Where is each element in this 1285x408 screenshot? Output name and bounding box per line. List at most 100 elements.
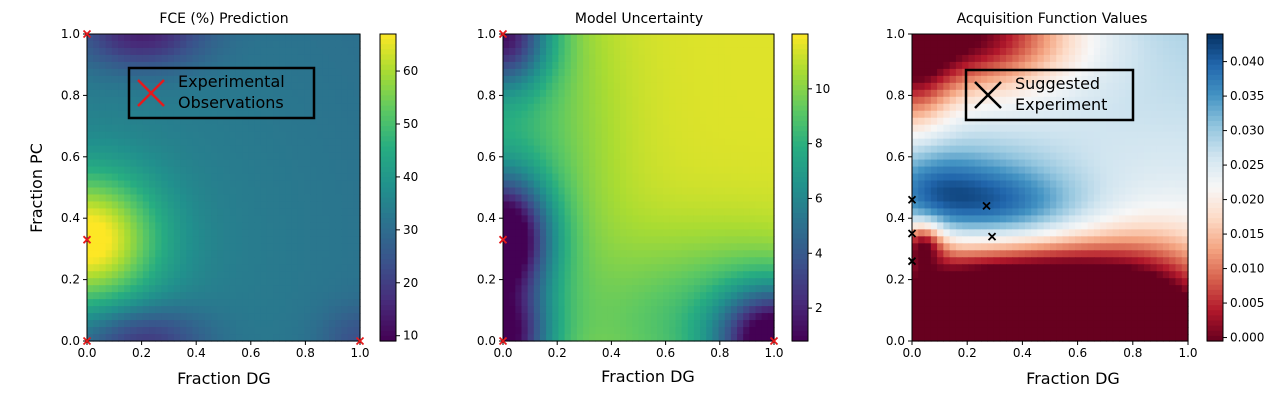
heatmap-cell: [322, 187, 330, 196]
heatmap-cell: [167, 243, 175, 251]
heatmap-cell: [118, 229, 125, 237]
colorbar-segment: [380, 187, 396, 194]
y-tick-label: 0.8: [477, 88, 496, 102]
heatmap-cell: [644, 201, 652, 210]
heatmap-cell: [706, 96, 714, 105]
heatmap-cell: [912, 47, 919, 56]
heatmap-cell: [712, 173, 720, 182]
heatmap-cell: [291, 110, 299, 119]
heatmap-cell: [987, 131, 995, 140]
heatmap-cell: [1068, 145, 1076, 154]
heatmap-cell: [266, 236, 274, 244]
heatmap-cell: [186, 68, 194, 77]
heatmap-cell: [761, 166, 769, 175]
heatmap-cell: [242, 243, 249, 251]
heatmap-cell: [981, 54, 988, 63]
heatmap-cell: [124, 131, 132, 140]
heatmap-cell: [161, 278, 169, 286]
heatmap-cell: [644, 334, 652, 342]
heatmap-cell: [1162, 68, 1170, 77]
heatmap-cell: [304, 194, 311, 203]
heatmap-cell: [1087, 110, 1095, 119]
heatmap-cell: [266, 306, 274, 314]
heatmap-cell: [1068, 89, 1076, 98]
heatmap-cell: [968, 173, 976, 182]
heatmap-cell: [1012, 40, 1020, 49]
heatmap-cell: [930, 124, 938, 133]
heatmap-cell: [930, 138, 938, 147]
heatmap-cell: [558, 180, 566, 189]
heatmap-cell: [167, 138, 175, 147]
heatmap-cell: [1037, 34, 1045, 42]
heatmap-cell: [93, 313, 100, 321]
heatmap-cell: [254, 47, 262, 56]
heatmap-cell: [328, 96, 336, 105]
heatmap-cell: [595, 313, 603, 321]
heatmap-cell: [724, 40, 732, 49]
heatmap-cell: [1181, 145, 1189, 154]
heatmap-cell: [1056, 82, 1064, 91]
heatmap-cell: [638, 124, 646, 133]
heatmap-cell: [217, 124, 225, 133]
heatmap-cell: [583, 327, 590, 335]
heatmap-cell: [974, 110, 982, 119]
heatmap-cell: [1131, 54, 1139, 63]
heatmap-cell: [161, 166, 169, 175]
heatmap-cell: [503, 166, 510, 175]
heatmap-cell: [1056, 110, 1064, 119]
heatmap-cell: [743, 138, 750, 147]
heatmap-cell: [310, 215, 318, 223]
heatmap-cell: [124, 264, 132, 272]
heatmap-cell: [204, 215, 212, 223]
heatmap-cell: [521, 54, 529, 63]
heatmap-cell: [161, 68, 169, 77]
heatmap-cell: [304, 159, 311, 168]
heatmap-cell: [1169, 110, 1177, 119]
heatmap-cell: [111, 334, 119, 342]
heatmap-cell: [223, 320, 231, 328]
heatmap-cell: [724, 334, 732, 342]
heatmap-cell: [136, 159, 144, 168]
heatmap-cell: [161, 215, 169, 223]
heatmap-cell: [211, 47, 218, 56]
heatmap-cell: [142, 215, 150, 223]
heatmap-cell: [644, 103, 652, 112]
heatmap-cell: [99, 278, 107, 286]
heatmap-cell: [341, 292, 349, 300]
heatmap-cell: [260, 243, 268, 251]
heatmap-cell: [217, 243, 225, 251]
heatmap-cell: [576, 40, 584, 49]
heatmap-cell: [279, 264, 287, 272]
heatmap-cell: [347, 138, 355, 147]
heatmap-cell: [99, 103, 107, 112]
heatmap-cell: [700, 82, 707, 91]
heatmap-cell: [1119, 40, 1126, 49]
heatmap-cell: [93, 264, 100, 272]
heatmap-cell: [242, 124, 249, 133]
heatmap-cell: [761, 89, 769, 98]
heatmap-cell: [924, 61, 932, 70]
heatmap-cell: [1093, 47, 1101, 56]
heatmap-cell: [328, 320, 336, 328]
heatmap-cell: [353, 82, 361, 91]
heatmap-cell: [130, 229, 138, 237]
heatmap-cell: [124, 40, 132, 49]
heatmap-cell: [503, 299, 510, 307]
heatmap-cell: [613, 82, 621, 91]
heatmap-cell: [589, 187, 596, 196]
heatmap-cell: [229, 61, 237, 70]
heatmap-cell: [1106, 34, 1114, 42]
heatmap-cell: [626, 299, 633, 307]
heatmap-cell: [310, 327, 318, 335]
heatmap-cell: [1169, 40, 1177, 49]
heatmap-cell: [105, 82, 113, 91]
heatmap-cell: [149, 222, 156, 230]
heatmap-cell: [724, 54, 732, 63]
heatmap-cell: [509, 243, 516, 251]
heatmap-cell: [613, 299, 621, 307]
heatmap-cell: [118, 222, 125, 230]
heatmap-cell: [310, 271, 318, 279]
colorbar-tick-label: 2: [815, 301, 823, 315]
heatmap-cell: [328, 327, 336, 335]
heatmap-cell: [943, 166, 951, 175]
